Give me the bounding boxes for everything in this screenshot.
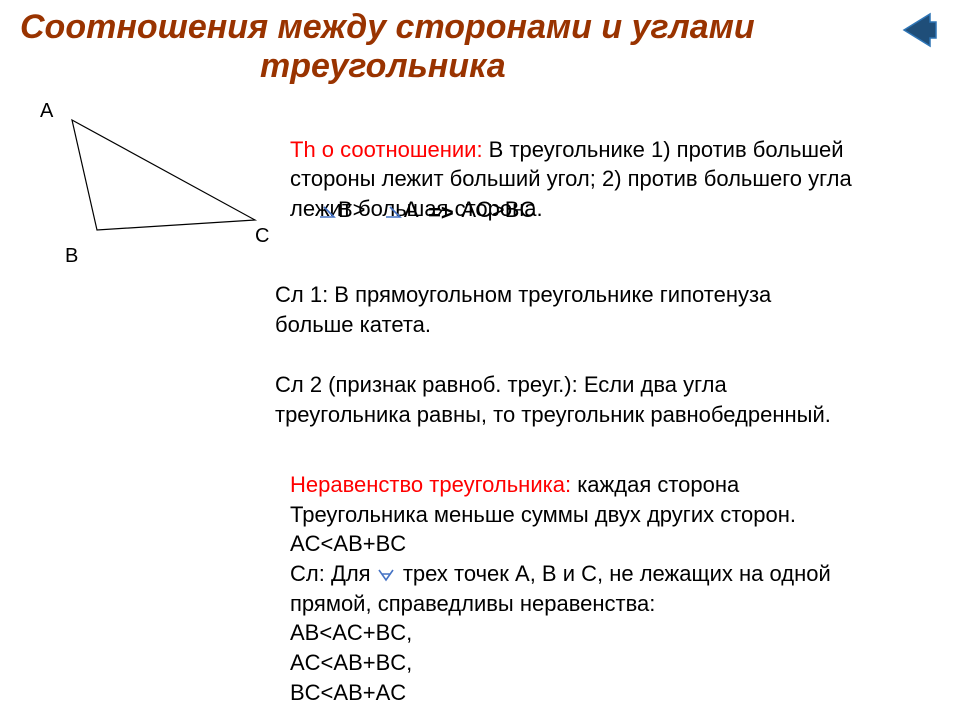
- ineq-line2: Треугольника меньше суммы двух других ст…: [290, 502, 796, 527]
- ineq-line7: AC<AB+BC,: [290, 650, 412, 675]
- theorem-formula: B> A AC>BC: [318, 195, 535, 225]
- ineq-line5: прямой, справедливы неравенства:: [290, 591, 655, 616]
- formula-b: B>: [338, 197, 366, 222]
- slide-root: { "colors": { "title": "#993300", "highl…: [0, 0, 960, 720]
- triangle-figure: [30, 105, 290, 265]
- back-arrow-icon: [900, 10, 940, 50]
- inequality-heading: Неравенство треугольника:: [290, 472, 571, 497]
- vertex-label-c: C: [255, 225, 269, 248]
- angle-icon: [384, 205, 402, 219]
- vertex-label-a: A: [40, 100, 53, 123]
- title-line2: треугольника: [20, 47, 755, 86]
- nav-back-button[interactable]: [900, 10, 940, 50]
- corollary-2: Сл 2 (признак равноб. треуг.): Если два …: [275, 370, 935, 429]
- slide-title: Соотношения между сторонами и углами тре…: [20, 8, 755, 86]
- formula-a: A: [404, 197, 419, 222]
- triangle-inequality: Неравенство треугольника: каждая сторона…: [290, 470, 940, 708]
- implies-symbol: =>: [428, 200, 454, 226]
- cor1-line2: больше катета.: [275, 312, 431, 337]
- vertex-label-b: B: [65, 245, 78, 268]
- ineq-line6: AB<AC+BC,: [290, 620, 412, 645]
- theorem-heading: Th о соотношении:: [290, 137, 483, 162]
- ineq-line4b: трех точек A, B и C, не лежащих на одной: [397, 561, 831, 586]
- formula-ac-bc: AC>BC: [461, 197, 535, 222]
- title-line1: Соотношения между сторонами и углами: [20, 8, 755, 47]
- ineq-line8: BC<AB+AC: [290, 680, 406, 705]
- ineq-line3: AC<AB+BC: [290, 531, 406, 556]
- cor1-indent: Сл 1: [275, 282, 322, 307]
- corollary-1: Сл 1: В прямоугольном треугольнике гипот…: [275, 280, 935, 339]
- ineq-line1-rest: каждая сторона: [571, 472, 739, 497]
- forall-angle-icon: [377, 568, 395, 582]
- cor2-line2: треугольника равны, то треугольник равно…: [275, 402, 831, 427]
- cor1-rest1: : В прямоугольном треугольнике гипотенуз…: [322, 282, 771, 307]
- cor2-line1: Сл 2 (признак равноб. треуг.): Если два …: [275, 372, 727, 397]
- angle-icon: [318, 205, 336, 219]
- ineq-line4a: Сл: Для: [290, 561, 377, 586]
